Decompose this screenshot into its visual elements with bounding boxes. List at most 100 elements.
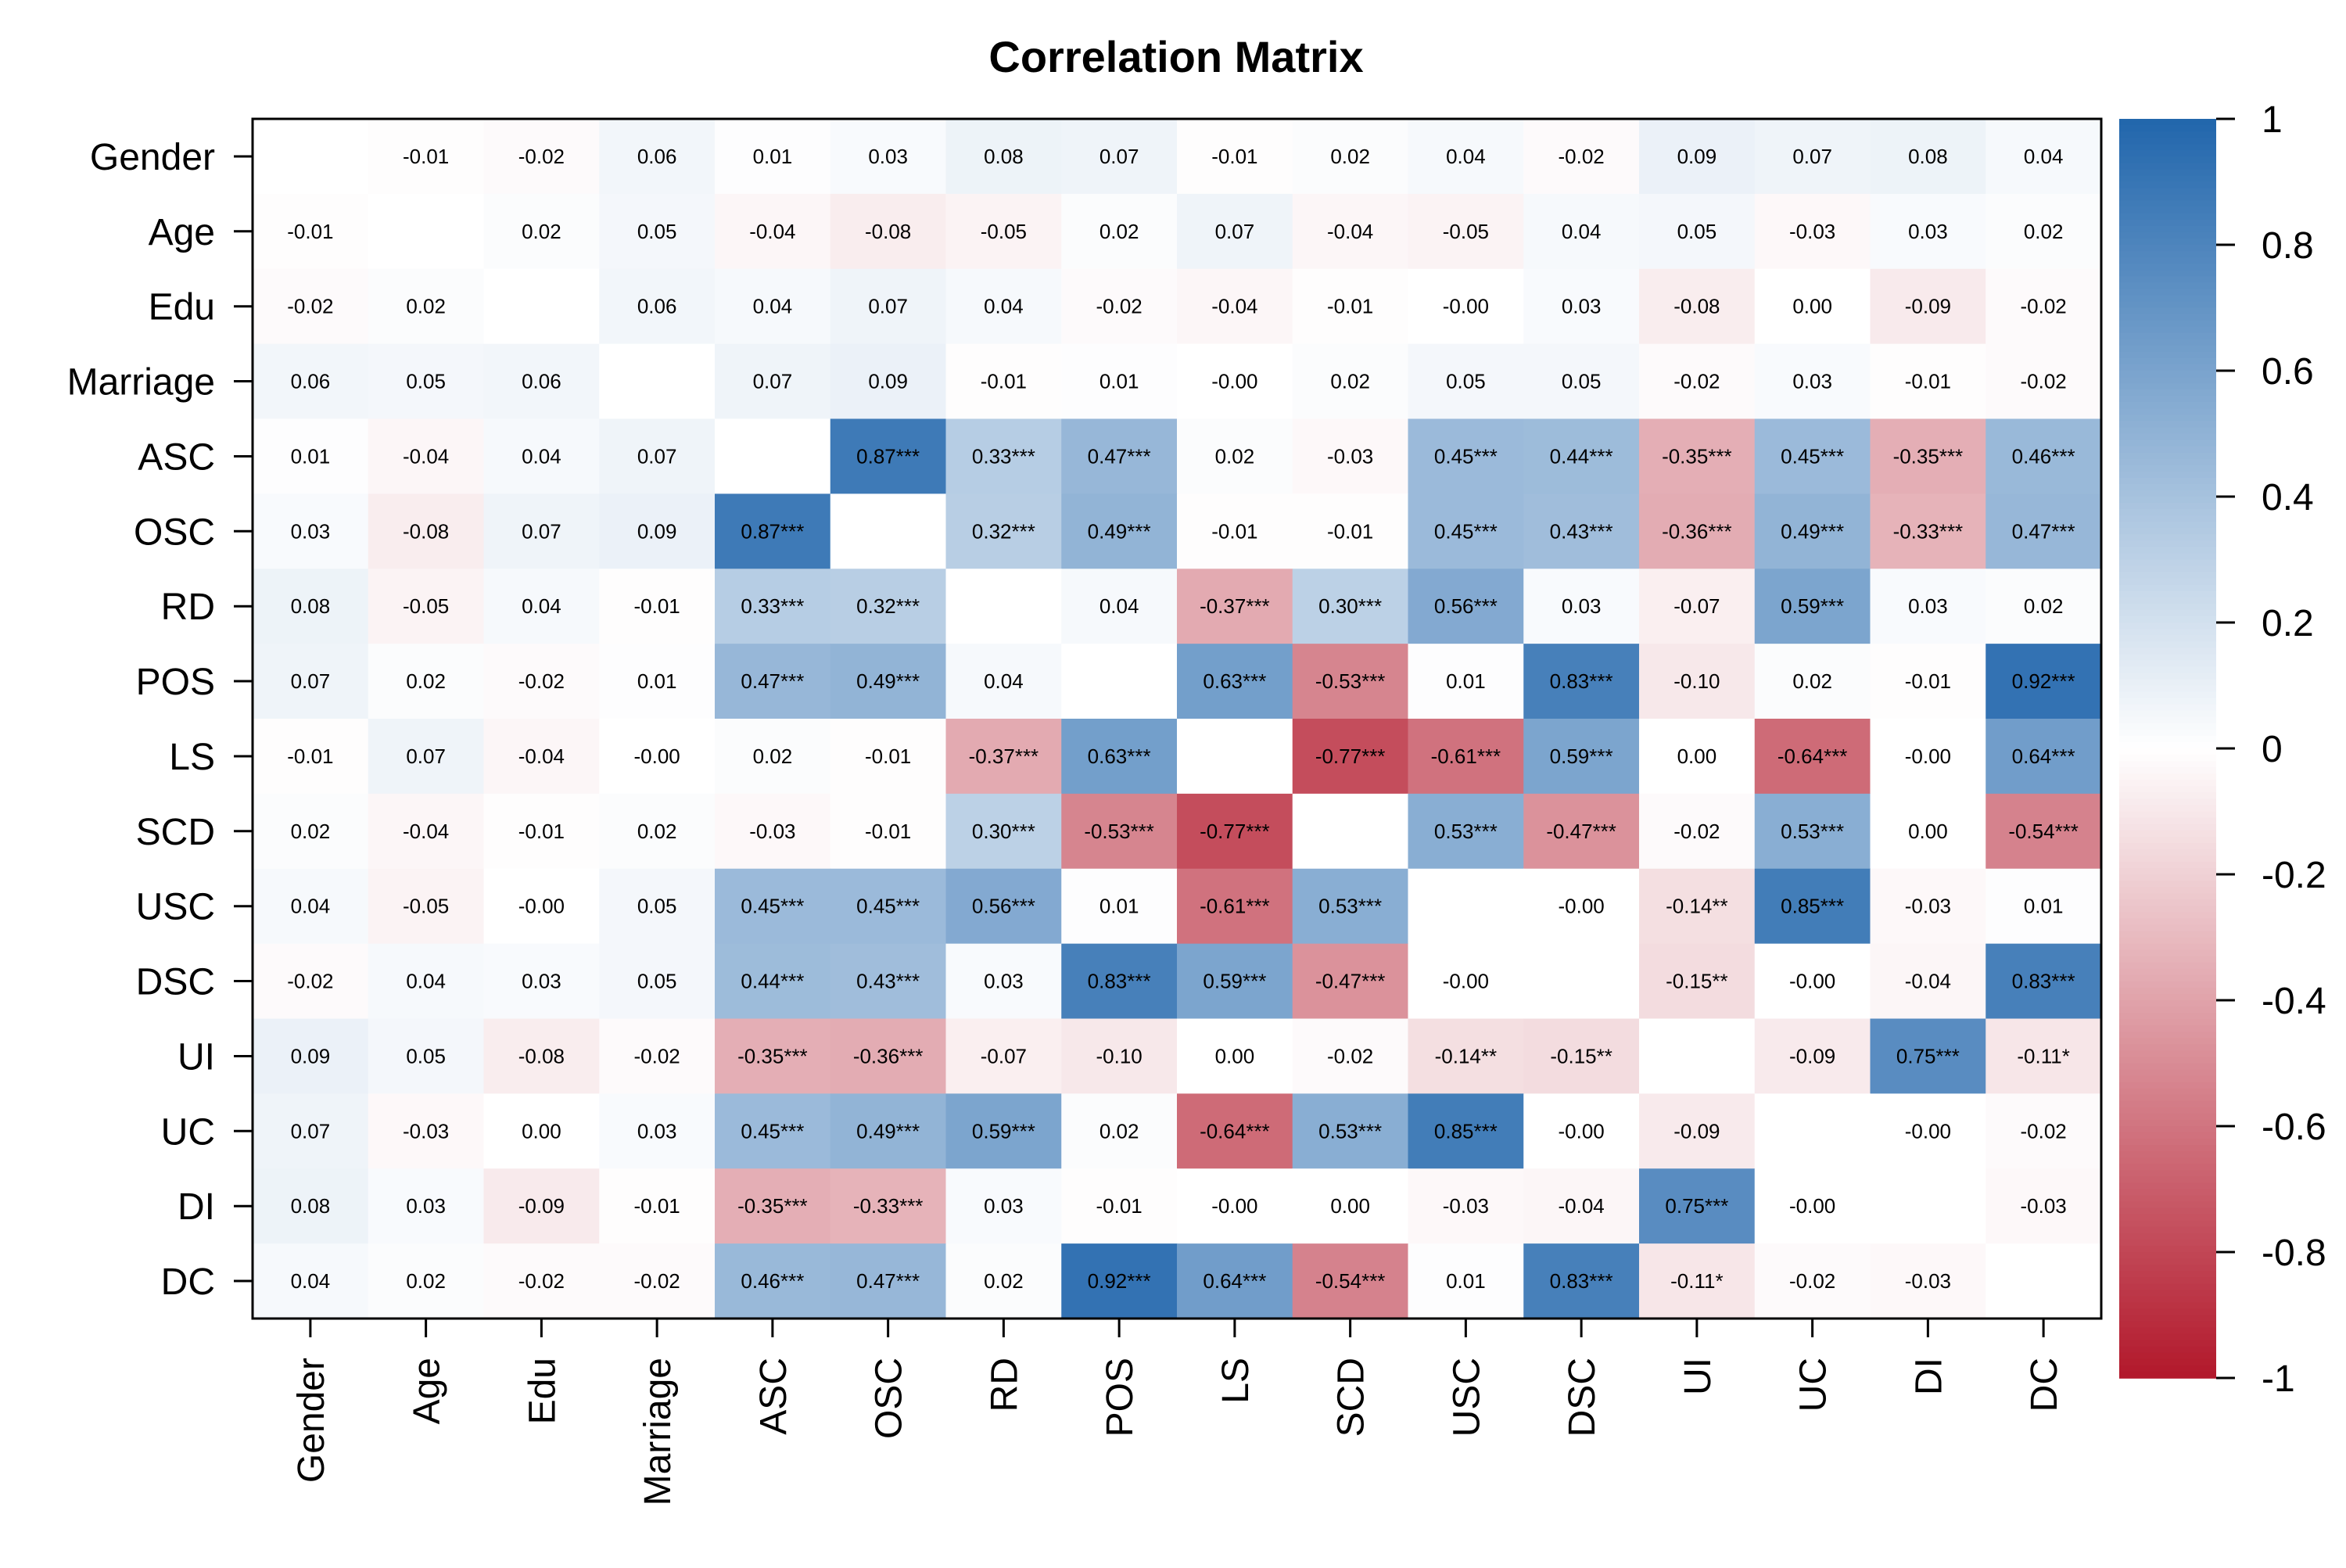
heatmap-cell xyxy=(1754,943,1871,1020)
legend-tick-label: 0 xyxy=(2262,729,2283,770)
cell-value-label: 0.04 xyxy=(2024,145,2064,168)
cell-value-label: -0.10 xyxy=(1673,669,1720,693)
legend-gradient-segment xyxy=(2119,798,2216,806)
cell-value-label: -0.00 xyxy=(1211,370,1257,393)
legend-gradient-segment xyxy=(2119,1170,2216,1178)
legend-gradient-segment xyxy=(2119,225,2216,233)
heatmap-cell xyxy=(1639,868,1756,945)
heatmap-cell xyxy=(1754,793,1871,870)
cell-value-label: -0.33*** xyxy=(853,1194,924,1218)
legend-gradient-segment xyxy=(2119,357,2216,365)
cell-value-label: 0.63*** xyxy=(1088,745,1151,768)
legend-gradient-segment xyxy=(2119,849,2216,856)
heatmap-cell xyxy=(1639,1168,1756,1244)
legend-gradient-segment xyxy=(2119,364,2216,371)
y-axis-tick-label: LS xyxy=(169,737,215,778)
cell-value-label: 0.04 xyxy=(1562,220,1602,243)
heatmap-cell xyxy=(945,193,1062,270)
heatmap-cell xyxy=(1292,644,1409,719)
heatmap-cell xyxy=(1639,943,1756,1020)
heatmap-cell xyxy=(1639,569,1756,644)
legend-gradient-segment xyxy=(2119,1346,2216,1354)
heatmap-cell xyxy=(368,868,485,945)
cell-value-label: -0.00 xyxy=(1905,1119,1951,1143)
legend-gradient-segment xyxy=(2119,1340,2216,1347)
heatmap-cell xyxy=(1639,644,1756,719)
cell-value-label: 0.00 xyxy=(1908,820,1948,843)
heatmap-cell xyxy=(599,793,716,870)
heatmap-cell xyxy=(1061,418,1178,494)
cell-value-label: -0.01 xyxy=(1096,1194,1142,1218)
heatmap-cell xyxy=(599,1243,716,1319)
cell-value-label: -0.00 xyxy=(633,745,680,768)
cell-value-label: -0.02 xyxy=(2020,370,2066,393)
legend-gradient-segment xyxy=(2119,458,2216,466)
cell-value-label: 0.56*** xyxy=(972,895,1035,918)
heatmap-cell xyxy=(483,569,600,644)
legend-gradient-segment xyxy=(2119,483,2216,491)
heatmap-cell xyxy=(715,569,831,644)
y-axis-tick-label: USC xyxy=(136,887,215,928)
heatmap-cell xyxy=(715,868,831,945)
heatmap-cell xyxy=(1292,193,1409,270)
cell-value-label: 0.59*** xyxy=(1781,594,1844,618)
legend-gradient-segment xyxy=(2119,408,2216,416)
legend-gradient-segment xyxy=(2119,648,2216,655)
heatmap-cell xyxy=(253,343,369,420)
heatmap-cell xyxy=(1985,268,2102,345)
legend-gradient-segment xyxy=(2119,924,2216,932)
legend-gradient-segment xyxy=(2119,685,2216,693)
cell-value-label: -0.02 xyxy=(2020,295,2066,318)
cell-value-label: -0.03 xyxy=(749,820,795,843)
heatmap-cell xyxy=(253,119,369,195)
cell-value-label: -0.04 xyxy=(403,820,449,843)
heatmap-cell xyxy=(715,793,831,870)
cell-value-label: -0.11* xyxy=(1670,1269,1723,1293)
cell-value-label: -0.77*** xyxy=(1315,745,1386,768)
legend-gradient-segment xyxy=(2119,654,2216,662)
heatmap-cell xyxy=(368,569,485,644)
y-axis-tick-label: Edu xyxy=(149,287,215,328)
y-axis-tick-label: Gender xyxy=(90,137,215,178)
heatmap-cell xyxy=(1754,343,1871,420)
heatmap-cell xyxy=(599,493,716,569)
cell-value-label: -0.01 xyxy=(865,820,911,843)
cell-value-label: -0.01 xyxy=(403,145,449,168)
legend-gradient-segment xyxy=(2119,641,2216,648)
heatmap-cell xyxy=(715,1243,831,1319)
legend-gradient-segment xyxy=(2119,1371,2216,1379)
heatmap-cell xyxy=(599,719,716,795)
cell-value-label: -0.08 xyxy=(518,1044,565,1067)
cell-value-label: 0.83*** xyxy=(1550,669,1613,693)
cell-value-label: -0.04 xyxy=(749,220,795,243)
heatmap-cell xyxy=(830,493,947,569)
heatmap-cell xyxy=(945,1018,1062,1094)
x-axis-tick-label: SCD xyxy=(1331,1358,1372,1437)
legend-gradient-segment xyxy=(2119,276,2216,284)
cell-value-label: 0.03 xyxy=(637,1119,677,1143)
legend-gradient-segment xyxy=(2119,1315,2216,1322)
heatmap-cell xyxy=(1408,1168,1524,1244)
heatmap-cell xyxy=(1754,493,1871,569)
heatmap-cell xyxy=(1754,868,1871,945)
cell-value-label: -0.04 xyxy=(403,444,449,468)
legend-gradient-segment xyxy=(2119,540,2216,548)
cell-value-label: 0.83*** xyxy=(1088,970,1151,993)
cell-value-label: -0.09 xyxy=(518,1194,565,1218)
cell-value-label: -0.36*** xyxy=(853,1044,924,1067)
heatmap-cell xyxy=(1177,193,1293,270)
heatmap-cell xyxy=(1177,1018,1293,1094)
heatmap-cell xyxy=(1292,719,1409,795)
legend-gradient-segment xyxy=(2119,660,2216,668)
legend-tick-label: 0.4 xyxy=(2262,477,2314,518)
legend-gradient-segment xyxy=(2119,881,2216,888)
cell-value-label: 0.32*** xyxy=(856,594,920,618)
legend-gradient-segment xyxy=(2119,1050,2216,1058)
heatmap-cell xyxy=(1523,1168,1640,1244)
cell-value-label: 0.08 xyxy=(1908,145,1948,168)
legend-gradient-segment xyxy=(2119,301,2216,309)
legend-gradient-segment xyxy=(2119,125,2216,132)
cell-value-label: 0.02 xyxy=(406,295,446,318)
heatmap-cell xyxy=(1292,793,1409,870)
cell-value-label: 0.02 xyxy=(1330,145,1370,168)
